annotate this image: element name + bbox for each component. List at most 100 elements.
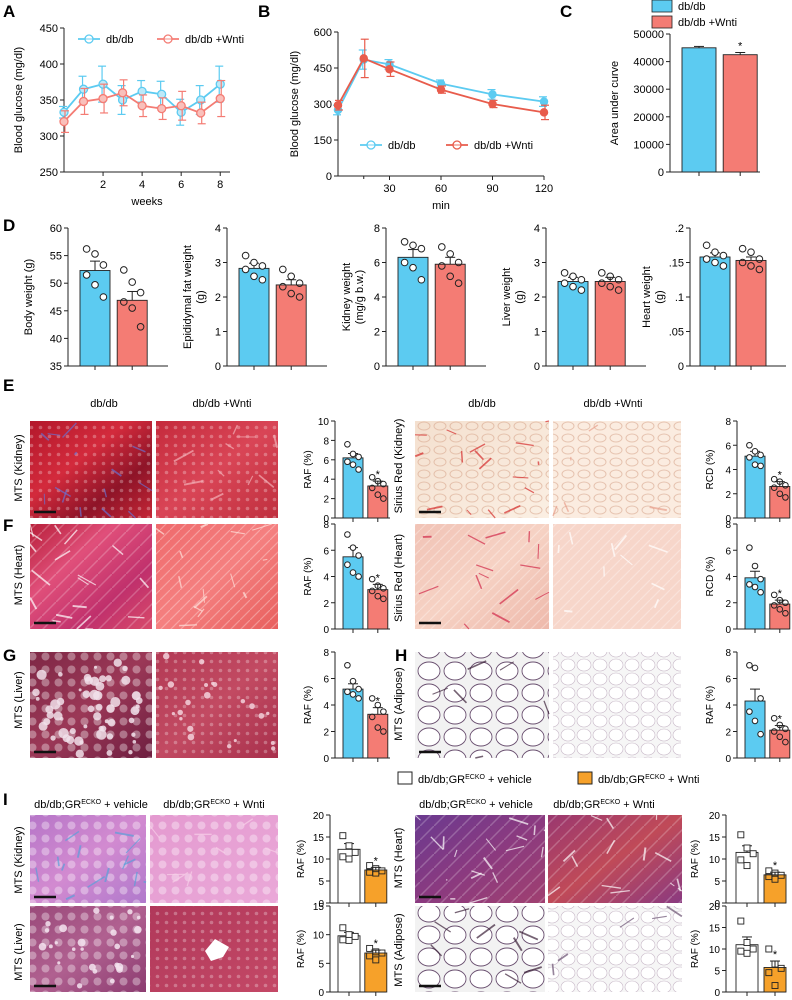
y-tick-label: 350: [40, 95, 58, 107]
y-tick-label: 2: [323, 728, 329, 739]
tissue-vacuole: [83, 724, 88, 729]
tissue-fiber: [642, 847, 647, 861]
tissue-fiber: [648, 544, 668, 553]
tissue-fiber: [545, 420, 550, 423]
tissue-fiber: [65, 894, 76, 901]
panel-letter-i: I: [3, 790, 8, 809]
panel-letter-c: C: [560, 2, 572, 21]
y-tick-label: 3: [215, 258, 221, 270]
data-point: [372, 869, 380, 877]
data-point: [737, 917, 745, 925]
data-point: [743, 844, 751, 852]
data-point: [355, 695, 362, 702]
tissue-texture: [30, 524, 152, 629]
data-point: [359, 54, 368, 63]
y-tick-label: 15: [313, 902, 325, 913]
tissue-vacuole: [36, 669, 47, 680]
y-tick-label: 0: [374, 361, 380, 373]
tissue-texture: [553, 524, 681, 629]
tissue-vacuole: [240, 698, 246, 704]
y-tick-label: 30000: [633, 84, 664, 96]
tissue-fiber: [262, 558, 268, 561]
tissue-vacuole: [122, 665, 128, 672]
tissue-fiber: [557, 953, 569, 962]
y-tick-label: 2: [534, 292, 540, 304]
bar-control: [337, 935, 361, 993]
data-point: [287, 289, 296, 298]
y-tick-label: 450: [314, 63, 332, 75]
y-tick-label: .15: [669, 258, 684, 270]
y-tick-label: 20: [709, 811, 721, 822]
tissue-fiber: [414, 814, 421, 821]
tissue-texture: [156, 421, 278, 518]
data-point: [765, 945, 773, 953]
data-point: [776, 606, 784, 613]
data-point: [380, 480, 387, 488]
data-point: [719, 251, 728, 260]
tissue-fiber: [202, 588, 205, 603]
tissue-fiber: [606, 817, 615, 829]
data-point: [59, 107, 69, 117]
col-header-gr-vehicle: db/db;GRECKO + vehicle: [34, 799, 148, 811]
tissue-fiber: [133, 871, 138, 887]
tissue-fiber: [551, 963, 555, 976]
data-point: [380, 708, 387, 715]
tissue-fiber: [125, 838, 141, 854]
image-g-liver-dbdb: [30, 652, 152, 758]
data-point: [746, 581, 753, 588]
y-axis-label: RAF (%): [296, 930, 307, 968]
chart-I4: 0 5 10 15 20 RAF (%) *: [690, 902, 787, 999]
data-point: [380, 585, 387, 592]
tissue-fiber: [454, 908, 470, 914]
panel-letter-h: H: [395, 646, 407, 665]
data-point: [368, 713, 376, 721]
data-point: [777, 964, 785, 972]
tissue-fiber: [571, 855, 579, 867]
tissue-vacuole: [171, 711, 176, 716]
data-point: [295, 279, 304, 288]
tissue-fiber: [122, 855, 129, 870]
data-point: [738, 244, 747, 253]
tissue-fiber: [179, 624, 198, 627]
y-tick-label: 8: [323, 436, 329, 447]
y-tick-label: 0: [725, 625, 731, 636]
image-i-kidney-wnti: [149, 815, 279, 903]
tissue-vacuole: [134, 925, 142, 934]
tissue-vacuole: [82, 690, 91, 698]
significance-star: *: [738, 40, 743, 52]
y-axis-label: RAF (%): [705, 686, 716, 724]
y-tick-label: 2: [725, 490, 731, 501]
bar-treated: [735, 259, 767, 367]
tissue-vacuole: [43, 718, 51, 726]
tissue-vacuole: [107, 718, 116, 727]
data-point: [749, 850, 757, 858]
tissue-fiber: [61, 863, 66, 871]
tissue-fiber: [503, 504, 521, 514]
tissue-fiber: [101, 507, 112, 518]
tissue-texture: [415, 815, 545, 903]
legend-marker: [163, 34, 173, 44]
tissue-fiber: [54, 550, 71, 561]
y-tick-label: 10000: [633, 139, 664, 151]
data-point: [751, 461, 759, 468]
data-point: [446, 272, 455, 281]
legend-label: db/db +Wnti: [185, 34, 244, 46]
data-point: [560, 279, 569, 288]
y-tick-label: 0: [323, 514, 329, 525]
y-tick-label: 150: [314, 135, 332, 147]
tissue-fiber: [242, 818, 254, 826]
tissue-texture: [30, 815, 146, 903]
tissue-vacuole: [106, 750, 113, 756]
data-point: [417, 244, 426, 253]
y-tick-label: 0: [725, 514, 731, 525]
tissue-vacuole: [77, 938, 86, 947]
tissue-vacuole: [113, 658, 122, 667]
tissue-vacuole: [187, 725, 194, 732]
x-axis-label: min: [432, 200, 450, 212]
legend-swatch: [651, 15, 673, 29]
data-point: [380, 728, 387, 735]
tissue-vacuole: [93, 665, 98, 669]
y-axis-label: RCD (%): [705, 557, 716, 597]
data-point: [339, 924, 347, 932]
y-tick-label: 0: [658, 167, 664, 179]
